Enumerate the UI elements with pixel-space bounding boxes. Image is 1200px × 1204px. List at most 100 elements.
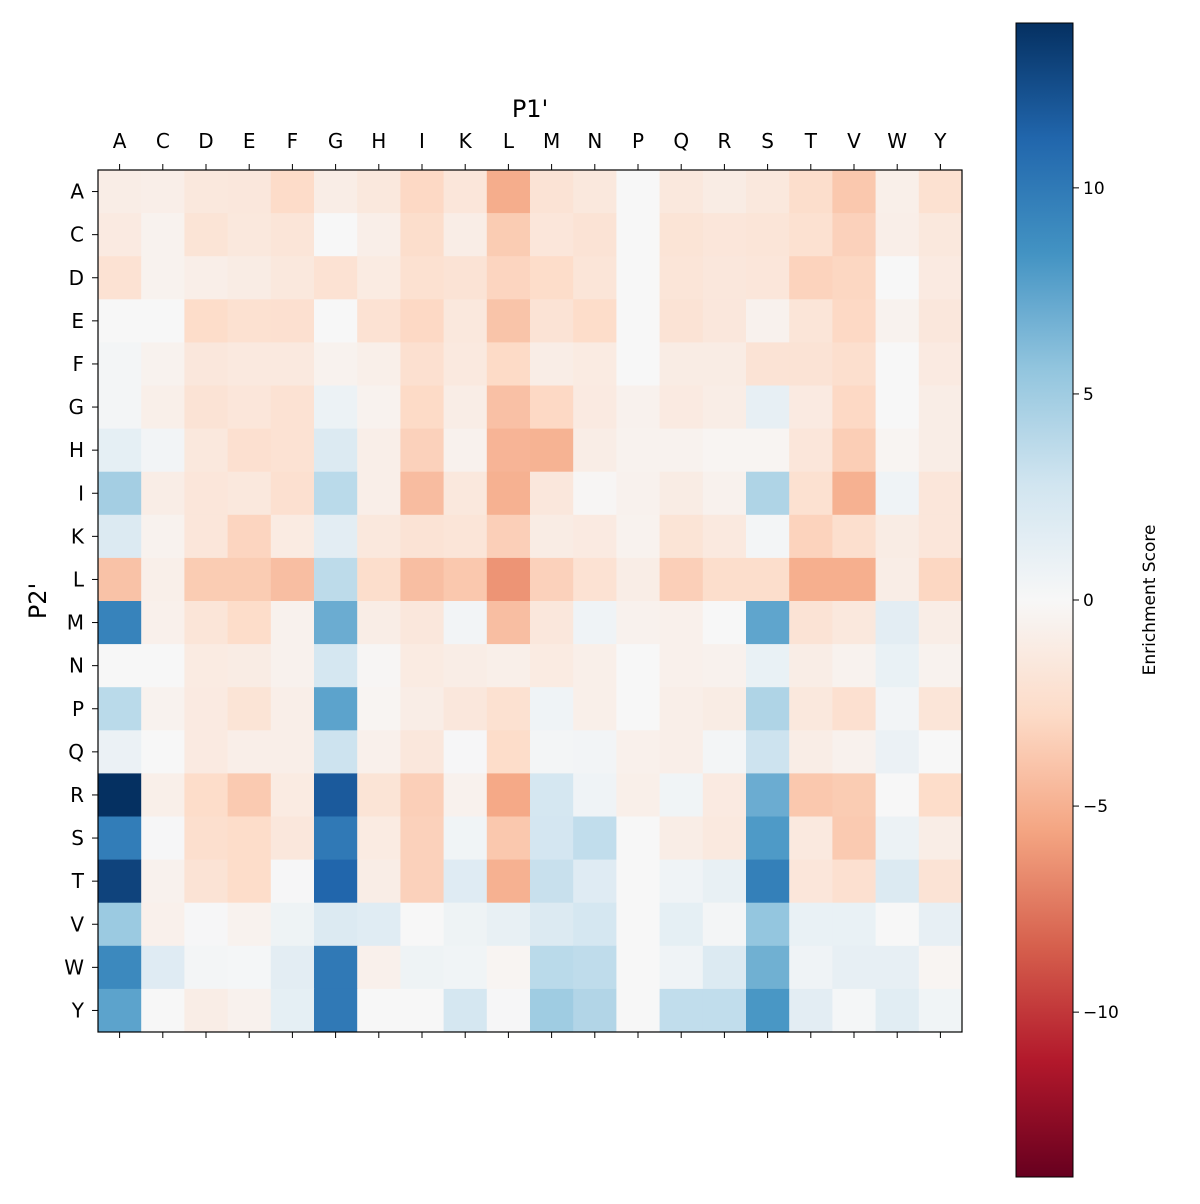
heatmap-cell-A-I (400, 170, 445, 214)
heatmap-cell-V-A (98, 902, 142, 947)
heatmap-cell-W-G (314, 945, 358, 990)
heatmap-cell-G-W (875, 385, 920, 430)
heatmap-cell-H-A (98, 428, 142, 473)
heatmap-cell-D-C (141, 256, 185, 300)
heatmap-cell-W-L (486, 945, 531, 990)
heatmap-cell-H-G (314, 428, 358, 473)
heatmap-cell-T-E (227, 859, 272, 904)
heatmap-cell-D-G (314, 256, 358, 300)
heatmap-cell-G-M (530, 385, 574, 430)
heatmap-cell-L-C (141, 557, 185, 602)
heatmap-cell-K-L (486, 514, 531, 559)
heatmap-cell-C-R (702, 213, 747, 257)
heatmap-cell-G-A (98, 385, 142, 430)
heatmap-cell-T-H (357, 859, 401, 904)
heatmap-cell-Q-L (486, 730, 531, 774)
heatmap-cell-A-P (616, 170, 661, 214)
heatmap-cell-W-R (702, 945, 747, 990)
heatmap-cell-D-P (616, 256, 661, 300)
heatmap-cell-F-G (314, 342, 358, 386)
heatmap-cell-G-V (832, 385, 877, 430)
heatmap-cell-P-Y (918, 687, 963, 731)
heatmap-cell-Y-M (530, 988, 574, 1033)
heatmap-cell-S-N (573, 816, 617, 861)
heatmap-cell-G-I (400, 385, 445, 430)
heatmap-cell-E-V (832, 299, 877, 343)
heatmap-cell-V-Q (659, 902, 704, 947)
heatmap-cell-F-W (875, 342, 920, 386)
heatmap-cell-G-D (184, 385, 229, 430)
heatmap-cell-S-E (227, 816, 272, 861)
heatmap-cell-A-L (486, 170, 531, 214)
heatmap-cell-L-P (616, 557, 661, 602)
heatmap-cell-H-C (141, 428, 185, 473)
x-tick-label: N (587, 129, 602, 153)
heatmap-cell-H-H (357, 428, 401, 473)
heatmap-cell-W-D (184, 945, 229, 990)
heatmap-cell-C-L (486, 213, 531, 257)
heatmap-cell-C-W (875, 213, 920, 257)
heatmap-cell-A-G (314, 170, 358, 214)
heatmap-cell-E-C (141, 299, 185, 343)
heatmap-cell-A-Y (918, 170, 963, 214)
heatmap-cells (98, 170, 963, 1033)
heatmap-cell-W-V (832, 945, 877, 990)
heatmap-cell-N-A (98, 644, 142, 688)
heatmap-cell-G-Y (918, 385, 963, 430)
heatmap-cell-W-F (270, 945, 315, 990)
heatmap-cell-A-N (573, 170, 617, 214)
y-tick-label: W (64, 955, 84, 979)
y-tick-label: T (71, 869, 85, 893)
heatmap-cell-S-I (400, 816, 445, 861)
heatmap-cell-F-R (702, 342, 747, 386)
heatmap-cell-C-G (314, 213, 358, 257)
heatmap-cell-Q-H (357, 730, 401, 774)
x-tick-label: A (113, 129, 127, 153)
heatmap-cell-K-R (702, 514, 747, 559)
y-tick-label: H (69, 438, 84, 462)
heatmap-cell-V-Y (918, 902, 963, 947)
heatmap-cell-K-S (746, 514, 790, 559)
heatmap-cell-H-Q (659, 428, 704, 473)
heatmap-cell-Y-H (357, 988, 401, 1033)
heatmap-cell-S-F (270, 816, 315, 861)
heatmap-cell-H-R (702, 428, 747, 473)
heatmap-cell-W-Y (918, 945, 963, 990)
heatmap-cell-F-L (486, 342, 531, 386)
heatmap-cell-Q-A (98, 730, 142, 774)
heatmap-cell-Q-M (530, 730, 574, 774)
heatmap-cell-P-R (702, 687, 747, 731)
heatmap-cell-T-V (832, 859, 877, 904)
heatmap-cell-E-K (443, 299, 488, 343)
heatmap-cell-F-P (616, 342, 661, 386)
x-tick-label: V (847, 129, 861, 153)
heatmap-cell-E-I (400, 299, 445, 343)
heatmap-cell-M-V (832, 601, 877, 645)
heatmap-cell-I-C (141, 471, 185, 516)
heatmap-cell-P-T (789, 687, 833, 731)
heatmap-cell-P-W (875, 687, 920, 731)
heatmap-cell-S-L (486, 816, 531, 861)
heatmap-cell-E-A (98, 299, 142, 343)
heatmap-cell-H-I (400, 428, 445, 473)
heatmap-cell-Y-Q (659, 988, 704, 1033)
heatmap-cell-H-D (184, 428, 229, 473)
y-tick-label: Y (71, 998, 85, 1022)
heatmap-cell-N-S (746, 644, 790, 688)
heatmap-cell-N-C (141, 644, 185, 688)
heatmap-cell-Q-W (875, 730, 920, 774)
heatmap-cell-L-G (314, 557, 358, 602)
heatmap-cell-A-R (702, 170, 747, 214)
heatmap-cell-M-Y (918, 601, 963, 645)
heatmap-cell-H-T (789, 428, 833, 473)
heatmap-cell-Y-V (832, 988, 877, 1033)
heatmap-cell-N-R (702, 644, 747, 688)
heatmap-cell-A-C (141, 170, 185, 214)
heatmap-cell-K-D (184, 514, 229, 559)
heatmap-cell-D-L (486, 256, 531, 300)
heatmap-cell-S-V (832, 816, 877, 861)
heatmap-cell-R-I (400, 773, 445, 817)
heatmap-cell-F-H (357, 342, 401, 386)
heatmap-cell-T-Q (659, 859, 704, 904)
